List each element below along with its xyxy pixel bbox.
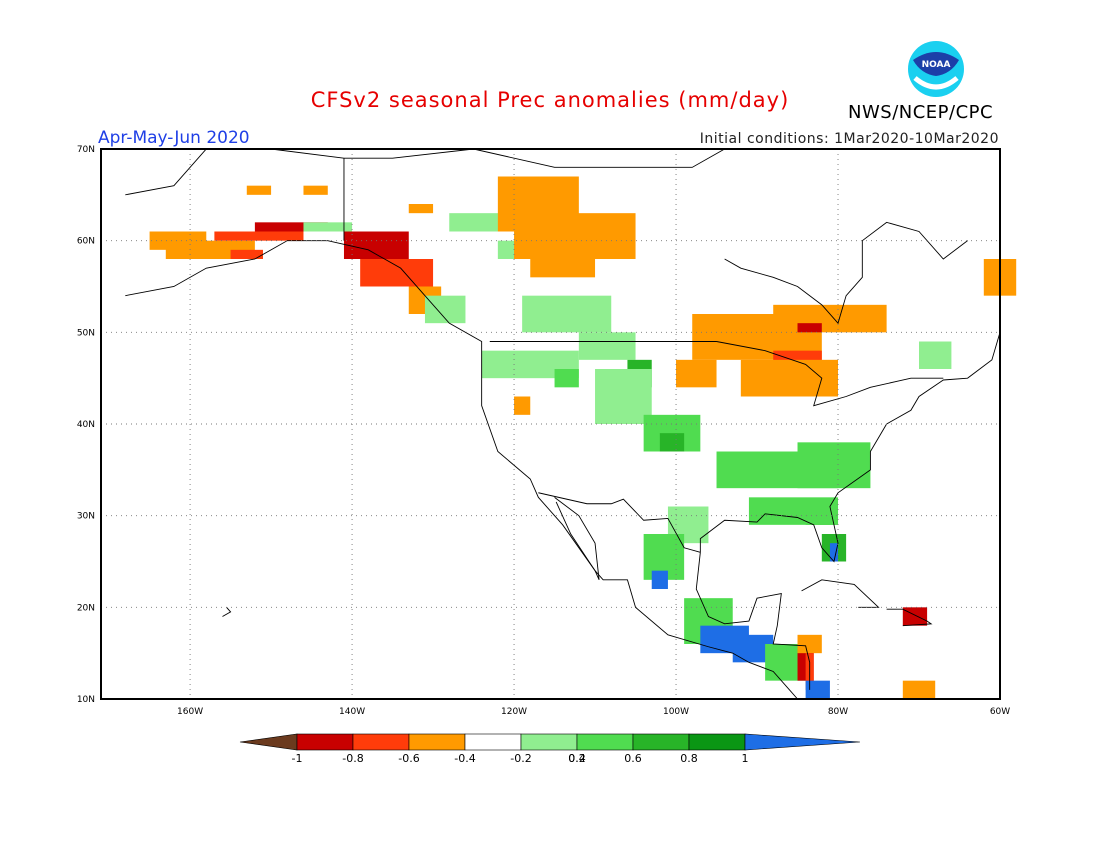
lon-tick-label: 120W <box>501 707 527 717</box>
colorbar-swatch <box>464 733 522 751</box>
colorbar-swatch <box>296 733 354 751</box>
coastline <box>538 492 701 553</box>
anomaly-cell <box>230 249 263 259</box>
anomaly-cell <box>554 369 579 388</box>
anomaly-cell <box>902 680 936 699</box>
lat-tick-label: 40N <box>77 420 95 430</box>
lat-tick-label: 50N <box>77 328 95 338</box>
colorbar-swatch <box>632 733 690 751</box>
anomaly-cell <box>740 359 839 397</box>
lon-tick-label: 160W <box>177 707 203 717</box>
chart-title: CFSv2 seasonal Prec anomalies (mm/day) <box>310 88 790 112</box>
coastline <box>125 148 725 196</box>
coastline <box>716 341 944 407</box>
anomaly-cells <box>149 176 1017 699</box>
anomaly-cell <box>797 323 822 333</box>
lat-tick-label: 10N <box>77 695 95 705</box>
anomaly-cell <box>676 359 717 388</box>
anomaly-cell <box>303 222 353 232</box>
anomaly-cell <box>530 240 596 278</box>
colorbar-tick-label: 0.8 <box>680 752 698 765</box>
anomaly-cell <box>254 222 328 232</box>
anomaly-cell <box>578 332 636 360</box>
coastline <box>125 240 798 700</box>
coastline <box>724 221 968 325</box>
anomaly-cell <box>773 304 887 333</box>
colorbar-left-arrow <box>239 733 298 751</box>
anomaly-cell <box>659 433 685 452</box>
anomaly-cell <box>303 185 328 195</box>
anomaly-cell <box>514 396 531 415</box>
anomaly-cell <box>246 185 272 195</box>
lon-tick-label: 140W <box>339 707 365 717</box>
colorbar: -1 -0.8 -0.6 -0.4 -0.2 0.20.4 0.6 0.8 1 <box>239 733 861 765</box>
anomaly-cell <box>919 341 952 369</box>
coastline <box>886 608 933 627</box>
agency-label: NWS/NCEP/CPC <box>848 102 994 123</box>
colorbar-swatch <box>688 733 746 751</box>
coastline <box>695 552 811 690</box>
colorbar-swatch <box>520 733 578 751</box>
noaa-logo-text: NOAA <box>922 60 951 70</box>
lon-tick-label: 100W <box>663 707 689 717</box>
lat-tick-label: 60N <box>77 237 95 247</box>
coastline <box>699 332 1001 563</box>
lon-tick-label: 60W <box>990 707 1010 717</box>
lat-tick-label: 30N <box>77 512 95 522</box>
colorbar-swatch <box>576 733 634 751</box>
anomaly-cell <box>651 570 668 589</box>
anomaly-cell <box>829 543 839 562</box>
lat-tick-label: 70N <box>77 145 95 155</box>
initial-conditions: Initial conditions: 1Mar2020-10Mar2020 <box>699 131 999 147</box>
colorbar-tick-label: 1 <box>742 752 749 765</box>
anomaly-cell <box>805 680 830 699</box>
anomaly-cell <box>214 231 304 241</box>
coastline <box>801 579 880 608</box>
coastline <box>554 496 600 581</box>
anomaly-cell <box>797 442 871 489</box>
latitude-labels: 70N 60N 50N 40N 30N 20N 10N <box>77 145 95 705</box>
anomaly-cell <box>902 607 928 626</box>
anomaly-cell <box>748 497 839 525</box>
colorbar-tick-label: 0.6 <box>624 752 642 765</box>
colorbar-tick-label: -0.6 <box>398 752 419 765</box>
lat-tick-label: 20N <box>77 603 95 613</box>
anomaly-cell <box>449 213 506 232</box>
colorbar-tick-label: -0.2 <box>510 752 531 765</box>
lon-tick-label: 80W <box>828 707 848 717</box>
colorbar-swatch <box>408 733 466 751</box>
anomaly-cell <box>360 259 434 287</box>
colorbar-tick-label: -0.8 <box>342 752 363 765</box>
coastlines <box>125 148 1001 700</box>
colorbar-tick-label: 0.4 <box>568 752 586 765</box>
gridlines <box>101 149 1000 699</box>
anomaly-cell <box>797 634 822 654</box>
longitude-labels: 160W 140W 120W 100W 80W 60W <box>177 707 1010 717</box>
map-frame <box>100 148 1001 700</box>
forecast-period: Apr-May-Jun 2020 <box>98 128 250 148</box>
anomaly-cell <box>522 295 612 333</box>
colorbar-tick-label: 0.2 <box>568 752 586 765</box>
colorbar-right-arrow <box>744 733 861 751</box>
anomaly-cell <box>408 204 434 214</box>
colorbar-tick-label: -1 <box>292 752 303 765</box>
coastline <box>222 607 232 617</box>
noaa-logo: NOAA <box>893 38 979 104</box>
colorbar-swatch <box>352 733 410 751</box>
anomaly-cell <box>595 369 652 424</box>
colorbar-tick-label: -0.4 <box>454 752 475 765</box>
